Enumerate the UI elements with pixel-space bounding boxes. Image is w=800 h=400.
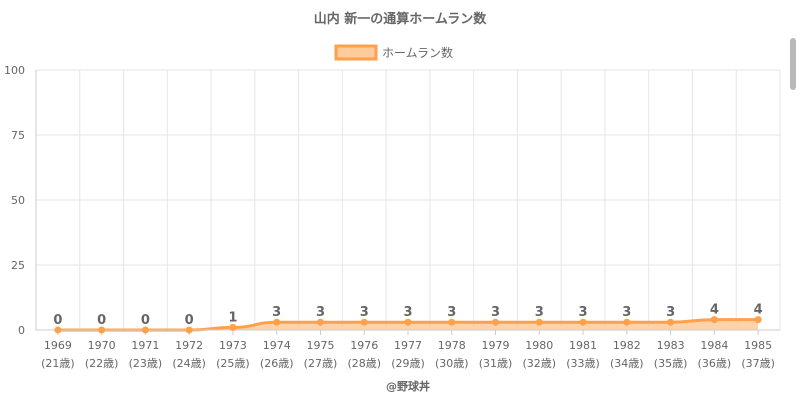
- data-point[interactable]: [360, 318, 368, 326]
- legend-label: ホームラン数: [382, 45, 453, 60]
- data-label: 0: [185, 313, 194, 328]
- x-tick-sublabel: (33歳): [566, 357, 600, 370]
- data-labels: 0 0 0 0 1 3 3 3 3 3 3 3 3 3 3 4 4: [53, 303, 762, 328]
- x-tick-label: 1970: [88, 339, 116, 352]
- x-tick-label: 1973: [219, 339, 247, 352]
- data-label: 0: [141, 313, 150, 328]
- scrollbar-thumb[interactable]: [790, 38, 796, 90]
- x-tick-label: 1979: [482, 339, 510, 352]
- grid: [36, 69, 781, 330]
- axes: 02550751001969(21歳)1970(22歳)1971(23歳)197…: [4, 64, 780, 370]
- x-tick-label: 1976: [350, 339, 378, 352]
- data-point[interactable]: [54, 326, 62, 334]
- data-point[interactable]: [579, 318, 587, 326]
- y-tick-label: 50: [11, 194, 25, 207]
- data-label: 3: [535, 305, 544, 320]
- x-tick-label: 1969: [44, 339, 72, 352]
- data-label: 4: [754, 303, 763, 318]
- y-tick-label: 100: [4, 64, 25, 77]
- x-tick-sublabel: (34歳): [610, 357, 644, 370]
- x-tick-label: 1982: [613, 339, 641, 352]
- data-point[interactable]: [404, 318, 412, 326]
- x-tick-sublabel: (29歳): [391, 357, 425, 370]
- x-tick-sublabel: (28歳): [347, 357, 381, 370]
- x-tick-sublabel: (23歳): [129, 357, 163, 370]
- x-tick-sublabel: (30歳): [435, 357, 469, 370]
- x-tick-label: 1974: [263, 339, 291, 352]
- data-point[interactable]: [448, 318, 456, 326]
- x-tick-label: 1972: [175, 339, 203, 352]
- data-label: 3: [316, 305, 325, 320]
- data-label: 4: [710, 303, 719, 318]
- data-label: 3: [272, 305, 281, 320]
- x-tick-label: 1985: [744, 339, 772, 352]
- x-tick-label: 1975: [306, 339, 334, 352]
- data-label: 0: [97, 313, 106, 328]
- credit-text: @野球丼: [386, 379, 430, 393]
- x-tick-sublabel: (35歳): [654, 357, 688, 370]
- data-point[interactable]: [667, 318, 675, 326]
- data-point[interactable]: [316, 318, 324, 326]
- x-tick-sublabel: (25歳): [216, 357, 250, 370]
- x-tick-label: 1977: [394, 339, 422, 352]
- x-tick-sublabel: (36歳): [698, 357, 732, 370]
- data-label: 3: [491, 305, 500, 320]
- x-tick-sublabel: (26歳): [260, 357, 294, 370]
- x-tick-sublabel: (31歳): [479, 357, 513, 370]
- data-point[interactable]: [141, 326, 149, 334]
- x-tick-sublabel: (27歳): [304, 357, 338, 370]
- y-tick-label: 75: [11, 129, 25, 142]
- data-point[interactable]: [623, 318, 631, 326]
- data-point[interactable]: [492, 318, 500, 326]
- data-point[interactable]: [754, 316, 762, 324]
- x-tick-label: 1981: [569, 339, 597, 352]
- x-tick-sublabel: (21歳): [41, 357, 75, 370]
- data-point[interactable]: [98, 326, 106, 334]
- x-tick-label: 1983: [657, 339, 685, 352]
- x-tick-sublabel: (24歳): [172, 357, 206, 370]
- x-tick-sublabel: (22歳): [85, 357, 119, 370]
- data-label: 3: [579, 305, 588, 320]
- x-tick-sublabel: (37歳): [741, 357, 775, 370]
- y-tick-label: 0: [18, 324, 25, 337]
- legend[interactable]: ホームラン数: [334, 44, 453, 61]
- data-points: [54, 316, 762, 334]
- data-label: 3: [360, 305, 369, 320]
- data-point[interactable]: [185, 326, 193, 334]
- data-label: 3: [666, 305, 675, 320]
- legend-swatch: [334, 44, 378, 61]
- data-label: 3: [403, 305, 412, 320]
- x-tick-label: 1984: [700, 339, 728, 352]
- data-label: 3: [622, 305, 631, 320]
- data-point[interactable]: [710, 316, 718, 324]
- data-label: 0: [53, 313, 62, 328]
- x-tick-label: 1971: [131, 339, 159, 352]
- data-label: 3: [447, 305, 456, 320]
- chart-title: 山内 新一の通算ホームラン数: [314, 11, 487, 27]
- x-tick-sublabel: (32歳): [522, 357, 556, 370]
- x-tick-label: 1980: [525, 339, 553, 352]
- y-tick-label: 25: [11, 259, 25, 272]
- data-point[interactable]: [229, 323, 237, 331]
- x-tick-label: 1978: [438, 339, 466, 352]
- data-label: 1: [228, 310, 237, 325]
- data-point[interactable]: [535, 318, 543, 326]
- data-point[interactable]: [273, 318, 281, 326]
